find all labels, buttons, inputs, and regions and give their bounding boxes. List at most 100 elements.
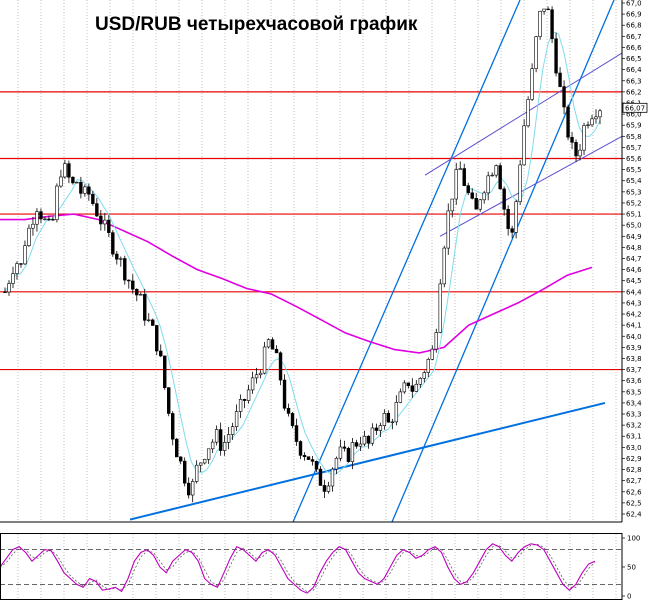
- bearish-candle: [39, 211, 43, 220]
- bullish-candle: [250, 377, 255, 391]
- bullish-candle: [598, 110, 602, 118]
- bullish-candle: [63, 163, 67, 178]
- fast-moving-average-line: [4, 31, 601, 475]
- bearish-candle: [131, 280, 135, 290]
- bullish-candle: [214, 429, 219, 443]
- bullish-candle: [358, 443, 363, 447]
- y-tick-label: 64,3: [626, 299, 642, 307]
- bearish-candle: [123, 258, 127, 281]
- bullish-candle: [378, 425, 383, 431]
- bullish-candle: [446, 210, 450, 249]
- bearish-candle: [386, 412, 391, 423]
- bearish-candle: [286, 407, 291, 414]
- bearish-candle: [167, 387, 171, 414]
- y-tick-label: 64,1: [626, 322, 642, 330]
- bullish-candle: [450, 198, 454, 212]
- y-tick-label: 62,5: [626, 499, 642, 507]
- y-tick-label: 65,6: [626, 155, 642, 163]
- bullish-candle: [139, 294, 143, 296]
- bullish-candle: [402, 382, 407, 393]
- bullish-candle: [522, 125, 526, 166]
- bullish-candle: [534, 36, 538, 70]
- bullish-candle: [454, 169, 458, 200]
- bearish-candle: [502, 188, 506, 210]
- bearish-candle: [346, 448, 351, 462]
- y-tick-label: 62,7: [626, 477, 642, 485]
- bullish-candle: [390, 421, 395, 423]
- bearish-candle: [290, 413, 295, 426]
- bearish-candle: [310, 459, 315, 462]
- bearish-candle: [163, 355, 167, 388]
- y-tick-label: 65,0: [626, 222, 642, 230]
- bearish-candle: [175, 438, 179, 458]
- bullish-candle: [482, 192, 486, 201]
- bullish-candle: [262, 346, 267, 374]
- bullish-candle: [226, 434, 231, 443]
- bearish-candle: [554, 38, 558, 74]
- bearish-candle: [91, 193, 95, 204]
- bearish-candle: [574, 142, 578, 157]
- bullish-candle: [538, 10, 542, 37]
- y-tick-label: 63,1: [626, 433, 642, 441]
- vertical-grid-lines: [17, 0, 617, 599]
- bearish-candle: [550, 9, 554, 40]
- bearish-candle: [366, 435, 371, 444]
- bullish-candle: [326, 485, 331, 492]
- bearish-candle: [302, 455, 307, 458]
- y-tick-label: 64,8: [626, 244, 642, 252]
- bearish-candle: [171, 413, 175, 440]
- bearish-candle: [155, 325, 159, 352]
- bullish-candle: [350, 442, 355, 462]
- y-tick-label: 66,3: [626, 77, 642, 85]
- horizontal-levels: [0, 91, 622, 371]
- y-tick-label: 64,9: [626, 233, 642, 241]
- y-tick-label: 65,2: [626, 199, 642, 207]
- bullish-candle: [514, 201, 518, 233]
- bullish-candle: [594, 116, 598, 120]
- bearish-candle: [298, 441, 303, 456]
- bearish-candle: [410, 385, 415, 392]
- bullish-candle: [478, 199, 482, 210]
- last-price-label: 66,07: [625, 104, 645, 112]
- bullish-candle: [246, 389, 251, 401]
- bullish-candle: [222, 442, 227, 451]
- bullish-candle: [258, 372, 263, 376]
- y-tick-label: 64,2: [626, 311, 642, 319]
- y-tick-label: 63,0: [626, 444, 642, 452]
- bearish-candle: [462, 168, 466, 186]
- bearish-candle: [151, 319, 155, 326]
- bullish-candle: [362, 435, 367, 445]
- bearish-candle: [87, 186, 91, 195]
- bearish-candle: [566, 106, 570, 138]
- osc-tick-label: 0: [627, 593, 631, 600]
- osc-tick-label: 100: [627, 535, 640, 543]
- bullish-candle: [7, 283, 11, 293]
- y-tick-label: 62,8: [626, 466, 642, 474]
- y-tick-label: 62,4: [626, 511, 642, 519]
- bearish-candle: [107, 219, 111, 233]
- y-tick-label: 64,6: [626, 266, 642, 274]
- y-tick-label: 65,9: [626, 122, 642, 130]
- bearish-candle: [466, 185, 470, 194]
- bullish-candle: [422, 372, 426, 379]
- bearish-candle: [135, 288, 139, 296]
- bearish-candle: [546, 8, 550, 11]
- y-tick-label: 64,0: [626, 333, 642, 341]
- bearish-candle: [79, 181, 83, 194]
- ascending-channel-upper-line: [292, 0, 521, 522]
- bearish-candle: [159, 350, 163, 357]
- bullish-candle: [55, 185, 59, 221]
- bearish-candle: [179, 456, 183, 462]
- bullish-candle: [330, 468, 335, 487]
- y-tick-label: 65,1: [626, 211, 642, 219]
- bearish-candle: [67, 163, 71, 178]
- bearish-candle: [506, 208, 510, 229]
- long-term-support-trendline: [129, 401, 606, 521]
- candlesticks: [3, 6, 602, 503]
- bullish-candle: [83, 186, 87, 194]
- bearish-candle: [322, 485, 327, 492]
- bullish-candle: [382, 412, 387, 427]
- bullish-candle: [586, 124, 590, 126]
- bearish-candle: [51, 218, 55, 221]
- y-tick-label: 63,4: [626, 399, 642, 407]
